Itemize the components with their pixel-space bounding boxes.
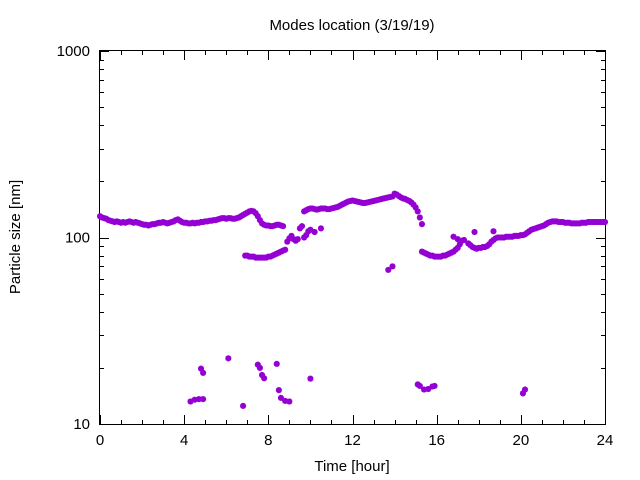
data-point — [317, 225, 324, 232]
x-tick-label: 8 — [264, 432, 272, 449]
data-point — [414, 208, 421, 215]
data-point — [418, 221, 425, 228]
data-point — [301, 234, 308, 241]
x-tick-label: 12 — [344, 432, 361, 449]
data-point — [191, 396, 198, 403]
x-tick-label: 0 — [96, 432, 104, 449]
y-axis-label: Particle size [nm] — [7, 180, 24, 294]
data-point — [254, 213, 261, 220]
data-point — [284, 238, 291, 245]
data-point — [454, 236, 461, 243]
data-point — [456, 241, 463, 248]
data-point — [200, 396, 207, 403]
data-point — [431, 382, 438, 389]
data-point — [256, 217, 263, 224]
data-point — [294, 236, 301, 243]
plot-frame — [99, 50, 606, 425]
data-point — [307, 226, 314, 233]
data-point — [254, 361, 261, 368]
data-point — [286, 235, 293, 242]
data-point — [299, 223, 305, 230]
data-point — [303, 232, 310, 239]
x-tick-label: 4 — [180, 432, 188, 449]
data-point — [522, 386, 529, 393]
data-point — [286, 398, 293, 405]
data-point — [311, 229, 318, 236]
y-tick-label: 10 — [73, 416, 90, 433]
x-axis-label: Time [hour] — [314, 458, 389, 475]
data-point — [307, 375, 314, 382]
data-point — [416, 214, 423, 221]
y-tick-label: 100 — [65, 230, 90, 247]
data-point — [275, 387, 282, 394]
y-tick-label: 1000 — [57, 43, 90, 60]
data-point — [261, 375, 268, 382]
data-point — [454, 244, 461, 251]
x-tick-label: 16 — [428, 432, 445, 449]
data-point — [416, 382, 423, 389]
data-point — [259, 372, 266, 379]
data-point — [195, 396, 202, 403]
data-point — [240, 402, 247, 409]
chart-title: Modes location (3/19/19) — [269, 17, 434, 34]
data-point — [412, 204, 419, 211]
data-point — [288, 232, 295, 239]
x-tick-label: 20 — [512, 432, 529, 449]
data-point — [461, 236, 468, 243]
data-points — [97, 190, 608, 409]
data-point — [471, 229, 478, 236]
data-point — [421, 386, 428, 393]
x-tick-label: 24 — [597, 432, 614, 449]
data-point — [280, 223, 287, 230]
data-point — [519, 390, 526, 397]
data-point — [450, 233, 457, 240]
data-point — [282, 246, 289, 253]
data-point — [187, 398, 194, 405]
data-point — [198, 365, 204, 372]
data-point — [385, 266, 392, 273]
data-point — [200, 369, 207, 376]
data-point — [389, 263, 396, 270]
data-point — [252, 210, 259, 217]
data-point — [410, 201, 417, 208]
data-point — [602, 219, 608, 226]
data-point — [425, 386, 432, 393]
data-point — [389, 193, 396, 200]
data-point — [225, 355, 232, 362]
data-point — [256, 364, 263, 371]
axis-ticks — [100, 51, 606, 425]
data-point — [486, 241, 493, 248]
data-point — [273, 360, 280, 367]
data-point — [277, 394, 284, 401]
tick-labels: 0 4 8 12 16 20 24 10 100 1000 — [57, 43, 614, 449]
data-point — [282, 397, 289, 404]
data-point — [490, 228, 497, 235]
